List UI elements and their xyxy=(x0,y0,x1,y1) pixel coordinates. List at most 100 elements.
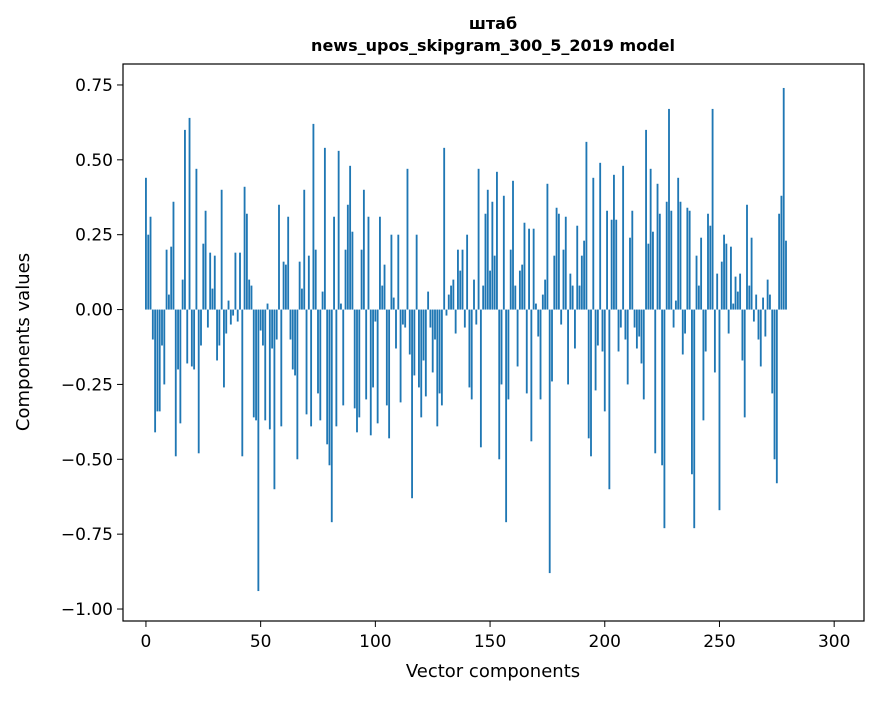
bar-132 xyxy=(447,294,450,310)
bar-51 xyxy=(262,309,264,346)
bar-2 xyxy=(149,216,152,310)
bar-256 xyxy=(732,303,735,310)
bar-1 xyxy=(147,234,150,310)
bar-196 xyxy=(594,309,597,391)
bar-171 xyxy=(537,309,540,337)
bar-263 xyxy=(748,285,751,310)
bar-275 xyxy=(775,309,778,484)
bar-80 xyxy=(328,309,331,466)
bar-16 xyxy=(181,279,184,310)
bar-9 xyxy=(165,249,168,310)
bar-268 xyxy=(759,309,762,367)
bar-0 xyxy=(145,177,147,310)
bar-50 xyxy=(259,309,262,331)
bar-241 xyxy=(697,285,700,310)
bar-4 xyxy=(154,309,157,433)
bar-92 xyxy=(356,309,358,433)
bar-185 xyxy=(569,273,572,310)
bar-150 xyxy=(489,270,491,310)
bar-66 xyxy=(296,309,299,460)
bar-148 xyxy=(484,213,487,310)
bar-249 xyxy=(716,273,719,310)
bar-215 xyxy=(638,309,641,337)
y-tick-label: −0.25 xyxy=(61,375,113,395)
bar-98 xyxy=(369,309,372,436)
bar-130 xyxy=(443,147,446,310)
bar-114 xyxy=(406,168,409,310)
bar-266 xyxy=(755,294,758,310)
bar-218 xyxy=(645,129,647,310)
bar-224 xyxy=(658,213,661,310)
bar-119 xyxy=(418,309,420,388)
y-tick-label: 0.75 xyxy=(75,76,113,96)
bar-182 xyxy=(562,249,565,310)
bar-232 xyxy=(677,177,680,310)
bar-46 xyxy=(250,285,253,310)
bar-109 xyxy=(395,309,397,349)
bar-13 xyxy=(174,309,177,457)
bar-68 xyxy=(301,288,303,310)
bar-10 xyxy=(167,294,170,310)
bar-253 xyxy=(725,243,728,310)
bar-37 xyxy=(229,309,232,325)
bar-8 xyxy=(163,309,166,385)
bar-252 xyxy=(723,234,725,310)
bar-103 xyxy=(381,285,384,310)
x-tick-label: 250 xyxy=(703,632,735,652)
bar-180 xyxy=(557,213,560,310)
bar-39 xyxy=(234,252,237,310)
bar-7 xyxy=(161,309,163,346)
bar-269 xyxy=(762,297,764,310)
bar-152 xyxy=(493,255,496,310)
bar-273 xyxy=(771,309,774,394)
bar-118 xyxy=(415,234,418,310)
bar-203 xyxy=(610,219,613,310)
bar-177 xyxy=(551,309,553,382)
bar-139 xyxy=(463,309,466,328)
bar-250 xyxy=(718,309,721,511)
bar-166 xyxy=(525,309,528,394)
x-axis-ticks: 0 50 100 150 200 250 300 xyxy=(141,621,850,652)
bar-173 xyxy=(541,294,544,310)
bars-group xyxy=(145,87,787,592)
bar-90 xyxy=(351,231,354,310)
bar-205 xyxy=(615,219,618,310)
bar-198 xyxy=(599,162,602,310)
bar-257 xyxy=(734,276,737,310)
bar-86 xyxy=(342,309,345,406)
bar-52 xyxy=(264,309,267,421)
bar-108 xyxy=(392,297,395,310)
x-tick-label: 50 xyxy=(250,632,272,652)
bar-212 xyxy=(631,210,634,310)
bar-95 xyxy=(362,189,365,310)
bar-28 xyxy=(209,252,212,310)
bar-17 xyxy=(184,129,186,310)
bar-85 xyxy=(340,303,342,310)
bar-200 xyxy=(603,309,606,412)
bar-20 xyxy=(190,309,193,367)
bar-239 xyxy=(693,309,696,529)
bar-83 xyxy=(335,309,338,427)
bar-217 xyxy=(642,309,645,400)
bar-99 xyxy=(372,309,374,388)
bar-243 xyxy=(702,309,705,421)
bar-121 xyxy=(422,309,425,361)
bar-89 xyxy=(349,165,352,310)
bar-278 xyxy=(782,87,785,310)
bar-14 xyxy=(177,309,179,370)
bar-30 xyxy=(213,255,216,310)
bar-3 xyxy=(151,309,154,340)
bar-74 xyxy=(314,249,317,310)
bar-276 xyxy=(778,213,781,310)
bar-141 xyxy=(468,309,471,388)
bar-219 xyxy=(647,243,650,310)
bar-183 xyxy=(564,216,567,310)
bar-216 xyxy=(640,309,643,364)
bar-23 xyxy=(197,309,200,454)
bar-156 xyxy=(502,195,505,310)
chart-title-line2: news_upos_skipgram_300_5_2019 model xyxy=(311,36,675,55)
y-tick-label: −0.75 xyxy=(61,525,113,545)
bar-151 xyxy=(491,201,494,310)
x-tick-label: 300 xyxy=(818,632,850,652)
